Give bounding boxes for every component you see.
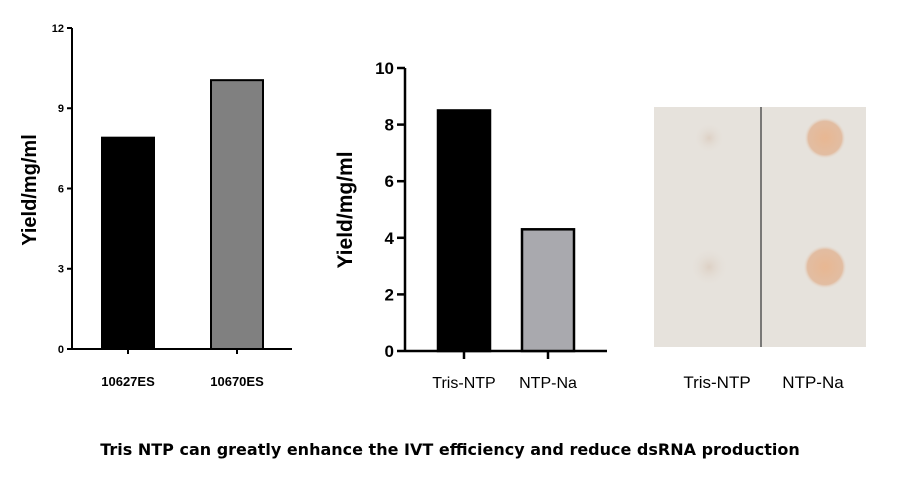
chart-yield-by-catalog: Yield/mg/ml 0 3 6 9 12 10627ES 10670ES: [19, 23, 292, 389]
chart-yield-by-ntp: Yield/mg/ml 0 2 4 6 8 10 Tris-NTP NTP-Na: [334, 59, 607, 392]
blot-lane-label: Tris-NTP: [683, 373, 750, 392]
bar-ntp-na: [520, 228, 576, 353]
x-tick-label: 10670ES: [210, 374, 264, 389]
dot-ntp-na-bottom: [803, 245, 847, 289]
dot-blot-image: Tris-NTP NTP-Na: [654, 107, 866, 392]
y-tick-label: 8: [385, 116, 394, 135]
bar-10670es: [210, 79, 264, 350]
y-axis-label: Yield/mg/ml: [19, 134, 41, 246]
dot-ntp-na-top: [804, 117, 846, 159]
blot-lane-label: NTP-Na: [782, 373, 844, 392]
figure-caption: Tris NTP can greatly enhance the IVT eff…: [100, 440, 800, 459]
y-tick-label: 6: [58, 183, 64, 195]
y-tick-label: 9: [58, 103, 64, 115]
bar-tris-ntp: [436, 109, 492, 353]
x-tick-label: NTP-Na: [519, 375, 577, 392]
y-axis-label: Yield/mg/ml: [334, 151, 357, 268]
y-tick-label: 0: [58, 344, 64, 356]
x-tick-label: 10627ES: [101, 374, 155, 389]
y-tick-label: 2: [385, 285, 394, 304]
dot-tris-ntp-bottom: [689, 247, 729, 287]
y-tick-label: 10: [375, 59, 394, 78]
bar-10627es: [101, 136, 155, 350]
y-tick-label: 4: [385, 229, 395, 248]
y-tick-label: 0: [385, 342, 394, 361]
dot-tris-ntp-top: [693, 122, 725, 154]
y-tick-label: 12: [52, 23, 64, 35]
y-tick-label: 3: [58, 264, 64, 276]
x-tick-label: Tris-NTP: [432, 375, 495, 392]
y-tick-label: 6: [385, 172, 394, 191]
